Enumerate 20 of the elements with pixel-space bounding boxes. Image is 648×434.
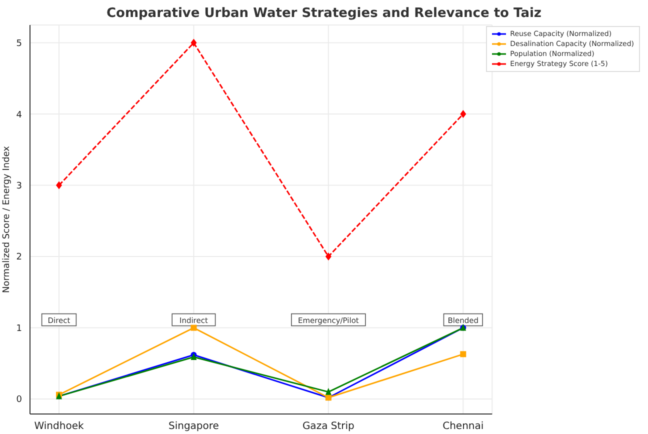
x-tick-label: Gaza Strip <box>302 421 354 432</box>
x-tick-label: Windhoek <box>34 421 84 432</box>
y-tick-label: 5 <box>16 39 22 50</box>
x-tick-label: Singapore <box>168 421 219 432</box>
point <box>325 388 332 395</box>
x-tick-label: Chennai <box>442 421 484 432</box>
point <box>190 38 197 47</box>
y-tick-label: 4 <box>16 110 22 120</box>
point <box>190 353 197 360</box>
point <box>190 324 197 331</box>
chart-title: Comparative Urban Water Strategies and Relevance to Taiz <box>105 6 542 21</box>
point <box>56 181 62 190</box>
point <box>325 252 332 261</box>
y-tick-label: 1 <box>16 324 22 334</box>
y-tick-label: 2 <box>16 252 22 263</box>
y-tick-label: 3 <box>16 181 22 192</box>
y-tick-label: 0 <box>16 395 22 406</box>
point <box>460 110 466 118</box>
point <box>460 351 466 358</box>
y-axis-title: Normalized Score / Energy Index <box>2 145 12 294</box>
